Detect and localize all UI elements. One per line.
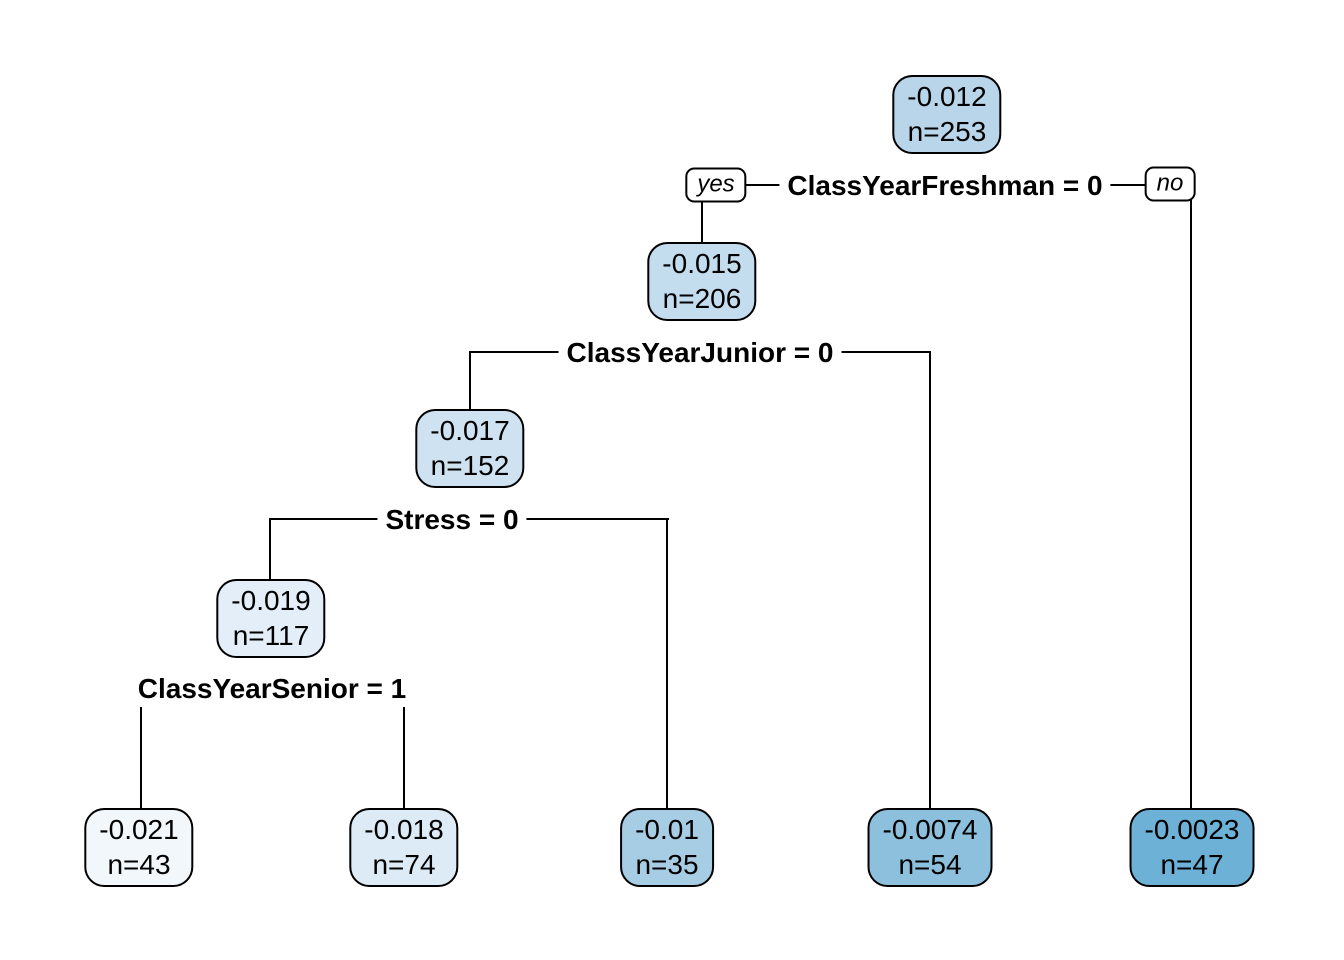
node-count: n=206 (662, 283, 742, 314)
branch-line-yes-4 (140, 687, 142, 810)
node-count: n=47 (1160, 849, 1224, 880)
leaf-node-5: -0.0023 n=47 (1129, 808, 1255, 887)
node-count: n=74 (372, 849, 436, 880)
leaf-node-2: -0.018 n=74 (349, 808, 459, 887)
split-label-stress: Stress = 0 (377, 502, 527, 538)
split-label-classyearfreshman: ClassYearFreshman = 0 (779, 168, 1111, 204)
node-internal-stress-yes: -0.019 n=117 (216, 579, 326, 658)
branch-line-yes-3 (269, 518, 271, 581)
node-value: -0.0074 (882, 814, 978, 845)
leaf-node-1: -0.021 n=43 (84, 808, 194, 887)
node-count: n=117 (232, 620, 310, 651)
node-count: n=152 (430, 450, 510, 481)
node-value: -0.01 (635, 814, 699, 845)
branch-line-yes-1 (701, 184, 703, 244)
leaf-node-3: -0.01 n=35 (620, 808, 714, 887)
node-value: -0.0023 (1144, 814, 1240, 845)
leaf-node-4: -0.0074 n=54 (867, 808, 993, 887)
node-count: n=253 (907, 116, 987, 147)
node-count: n=35 (635, 849, 699, 880)
split-label-classyearjunior: ClassYearJunior = 0 (558, 335, 842, 371)
node-internal-junior-yes: -0.017 n=152 (415, 409, 525, 488)
node-value: -0.018 (364, 814, 444, 845)
branch-line-no-1 (1190, 184, 1192, 810)
branch-line-no-2 (929, 351, 931, 810)
node-value: -0.012 (907, 81, 987, 112)
node-value: -0.021 (99, 814, 179, 845)
yes-tag: yes (685, 167, 747, 203)
node-value: -0.019 (231, 585, 311, 616)
branch-line-no-3 (666, 518, 668, 810)
node-count: n=43 (107, 849, 171, 880)
node-count: n=54 (898, 849, 962, 880)
branch-line-no-4 (403, 687, 405, 810)
node-value: -0.017 (430, 415, 510, 446)
branch-line-yes-2 (469, 351, 471, 411)
split-label-classyearsenior: ClassYearSenior = 1 (129, 671, 415, 707)
node-root: -0.012 n=253 (892, 75, 1002, 154)
no-tag: no (1144, 166, 1196, 202)
node-internal-freshman-yes: -0.015 n=206 (647, 242, 757, 321)
node-value: -0.015 (662, 248, 742, 279)
